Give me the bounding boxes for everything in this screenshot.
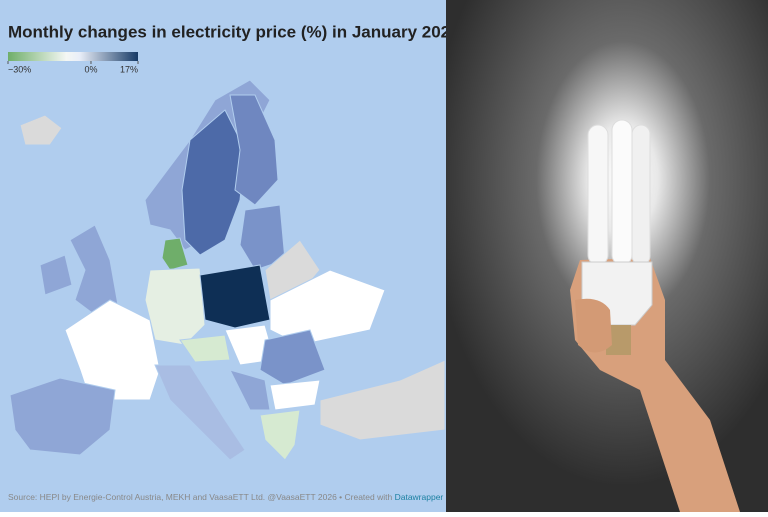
germany — [144, 267, 206, 346]
bulgaria — [269, 379, 321, 411]
legend-label: 0% — [84, 64, 97, 74]
bulb-tube — [631, 124, 651, 266]
source-text: Source: HEPI by Energie-Control Austria,… — [8, 492, 392, 502]
bulb-tube — [587, 124, 609, 266]
balkans — [229, 369, 271, 411]
credit-link[interactable]: Datawrapper — [395, 492, 444, 502]
poland — [199, 264, 271, 329]
austria-czech — [179, 334, 231, 363]
fingers — [575, 298, 612, 353]
iceland — [19, 114, 63, 146]
turkey — [319, 359, 446, 441]
photo — [570, 119, 740, 512]
denmark — [161, 237, 189, 271]
finland — [229, 94, 279, 206]
greece — [259, 409, 301, 461]
legend-bar — [8, 52, 138, 61]
legend-label: 17% — [120, 64, 138, 74]
legend-label: −30% — [8, 64, 31, 74]
map — [9, 79, 446, 461]
italy — [154, 364, 246, 461]
spain — [9, 377, 116, 456]
bulb-tube — [611, 119, 633, 266]
ukraine — [269, 269, 386, 346]
baltics — [239, 204, 286, 271]
legend: −30% 0% 17% — [7, 61, 139, 74]
ireland — [39, 254, 73, 296]
source: Source: HEPI by Energie-Control Austria,… — [8, 492, 443, 502]
france — [64, 299, 161, 401]
title: Monthly changes in electricity price (%)… — [8, 22, 460, 41]
sweden — [181, 109, 246, 256]
romania — [259, 329, 326, 386]
